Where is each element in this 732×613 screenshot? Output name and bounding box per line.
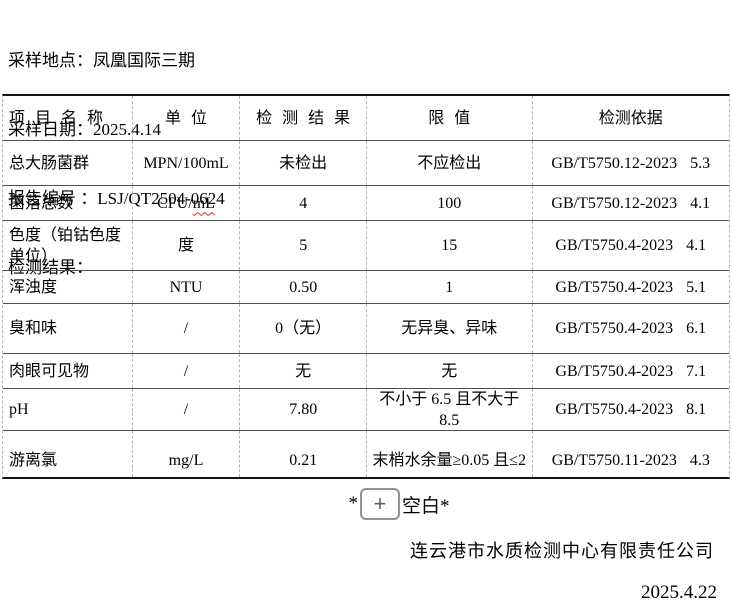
basis-cell: GB/T5750.11-2023 4.3	[551, 452, 710, 469]
result-cell: 0（无）	[240, 304, 368, 353]
header-result: 检 测 结 果	[240, 96, 368, 140]
table-row: 浑浊度 NTU 0.50 1 GB/T5750.4-2023 5.1	[3, 271, 729, 304]
table-row: 色度（铂钴色度单位） 度 5 15 GB/T5750.4-2023 4.1	[3, 221, 729, 271]
table-header-row: 项 目 名 称 单 位 检 测 结 果 限 值 检测依据	[3, 96, 729, 141]
unit-cell: CFU/mL	[133, 186, 241, 220]
unit-cell: /	[133, 304, 241, 353]
table-row: 菌落总数 CFU/mL 4 100 GB/T5750.12-2023 4.1	[3, 186, 729, 221]
table-row: 游离氯 mg/L 0.21 末梢水余量≥0.05 且≤2 GB/T5750.11…	[3, 431, 729, 477]
item-name-cell: 游离氯	[3, 431, 133, 477]
company-name: 连云港市水质检测中心有限责任公司	[410, 541, 714, 561]
limit-cell: 1	[367, 271, 533, 303]
limit-cell: 不应检出	[367, 141, 533, 185]
item-name-cell: pH	[3, 389, 133, 430]
result-cell: 4	[240, 186, 368, 220]
limit-cell: 无异臭、异味	[367, 304, 533, 353]
report-date: 2025.4.22	[641, 582, 717, 603]
plus-icon: +	[373, 491, 387, 516]
basis-cell: GB/T5750.12-2023 5.3	[551, 154, 711, 172]
result-cell: 0.21	[240, 431, 368, 477]
result-cell: 7.80	[240, 389, 368, 430]
basis-cell: GB/T5750.4-2023 7.1	[555, 362, 707, 380]
item-name-cell: 浑浊度	[3, 271, 133, 303]
limit-cell: 无	[367, 354, 533, 388]
basis-cell: GB/T5750.4-2023 5.1	[555, 278, 707, 296]
add-content-button[interactable]: +	[359, 488, 400, 520]
result-cell: 未检出	[240, 141, 368, 185]
basis-cell: GB/T5750.12-2023 4.1	[551, 194, 711, 212]
table-row: 肉眼可见物 / 无 无 GB/T5750.4-2023 7.1	[3, 354, 729, 389]
sample-location-line: 采样地点：凤凰国际三期	[8, 51, 195, 70]
unit-cell: MPN/100mL	[133, 141, 241, 185]
sample-date-line: 采样日期：2025.4.14	[8, 120, 161, 139]
report-number-line: 报告编号 ：LSJ/QT2504-0624	[8, 189, 225, 208]
limit-cell: 100	[367, 186, 533, 220]
unit-cell: /	[133, 389, 241, 430]
result-cell: 0.50	[240, 271, 368, 303]
table-row: 总大肠菌群 MPN/100mL 未检出 不应检出 GB/T5750.12-202…	[3, 141, 729, 186]
results-label-line: 检测结果：	[8, 258, 93, 277]
item-name-cell: 肉眼可见物	[3, 354, 133, 388]
header-unit: 单 位	[133, 96, 241, 140]
basis-cell: GB/T5750.4-2023 4.1	[555, 237, 707, 254]
header-item-name: 项 目 名 称	[3, 96, 133, 140]
sample-info-block: 采样地点：凤凰国际三期 采样日期：2025.4.14 报告编号 ：LSJ/QT2…	[8, 3, 225, 302]
header-basis: 检测依据	[598, 109, 663, 127]
result-cell: 5	[240, 221, 368, 270]
header-limit: 限 值	[367, 96, 533, 140]
unit-cell: mg/L	[133, 431, 241, 477]
result-cell: 无	[240, 354, 368, 388]
blank-marker-line: * + 空白*	[0, 488, 732, 520]
blank-marker-prefix: *	[348, 493, 358, 514]
unit-cell: 度	[133, 221, 241, 270]
item-name-cell: 色度（铂钴色度单位）	[3, 221, 133, 270]
results-table: 项 目 名 称 单 位 检 测 结 果 限 值 检测依据 总大肠菌群 MPN/1…	[2, 94, 730, 479]
blank-marker-suffix: 空白*	[401, 495, 450, 517]
basis-cell: GB/T5750.4-2023 6.1	[555, 320, 707, 337]
table-row: pH / 7.80 不小于 6.5 且不大于 8.5 GB/T5750.4-20…	[3, 389, 729, 431]
table-row: 臭和味 / 0（无） 无异臭、异味 GB/T5750.4-2023 6.1	[3, 304, 729, 354]
limit-cell: 末梢水余量≥0.05 且≤2	[367, 431, 533, 477]
unit-cell: /	[133, 354, 241, 388]
item-name-cell: 总大肠菌群	[3, 141, 133, 185]
item-name-cell: 臭和味	[3, 304, 133, 353]
limit-cell: 不小于 6.5 且不大于 8.5	[367, 389, 533, 430]
limit-cell: 15	[367, 221, 533, 270]
basis-cell: GB/T5750.4-2023 8.1	[555, 401, 707, 418]
unit-cell: NTU	[133, 271, 241, 303]
item-name-cell: 菌落总数	[3, 186, 133, 220]
